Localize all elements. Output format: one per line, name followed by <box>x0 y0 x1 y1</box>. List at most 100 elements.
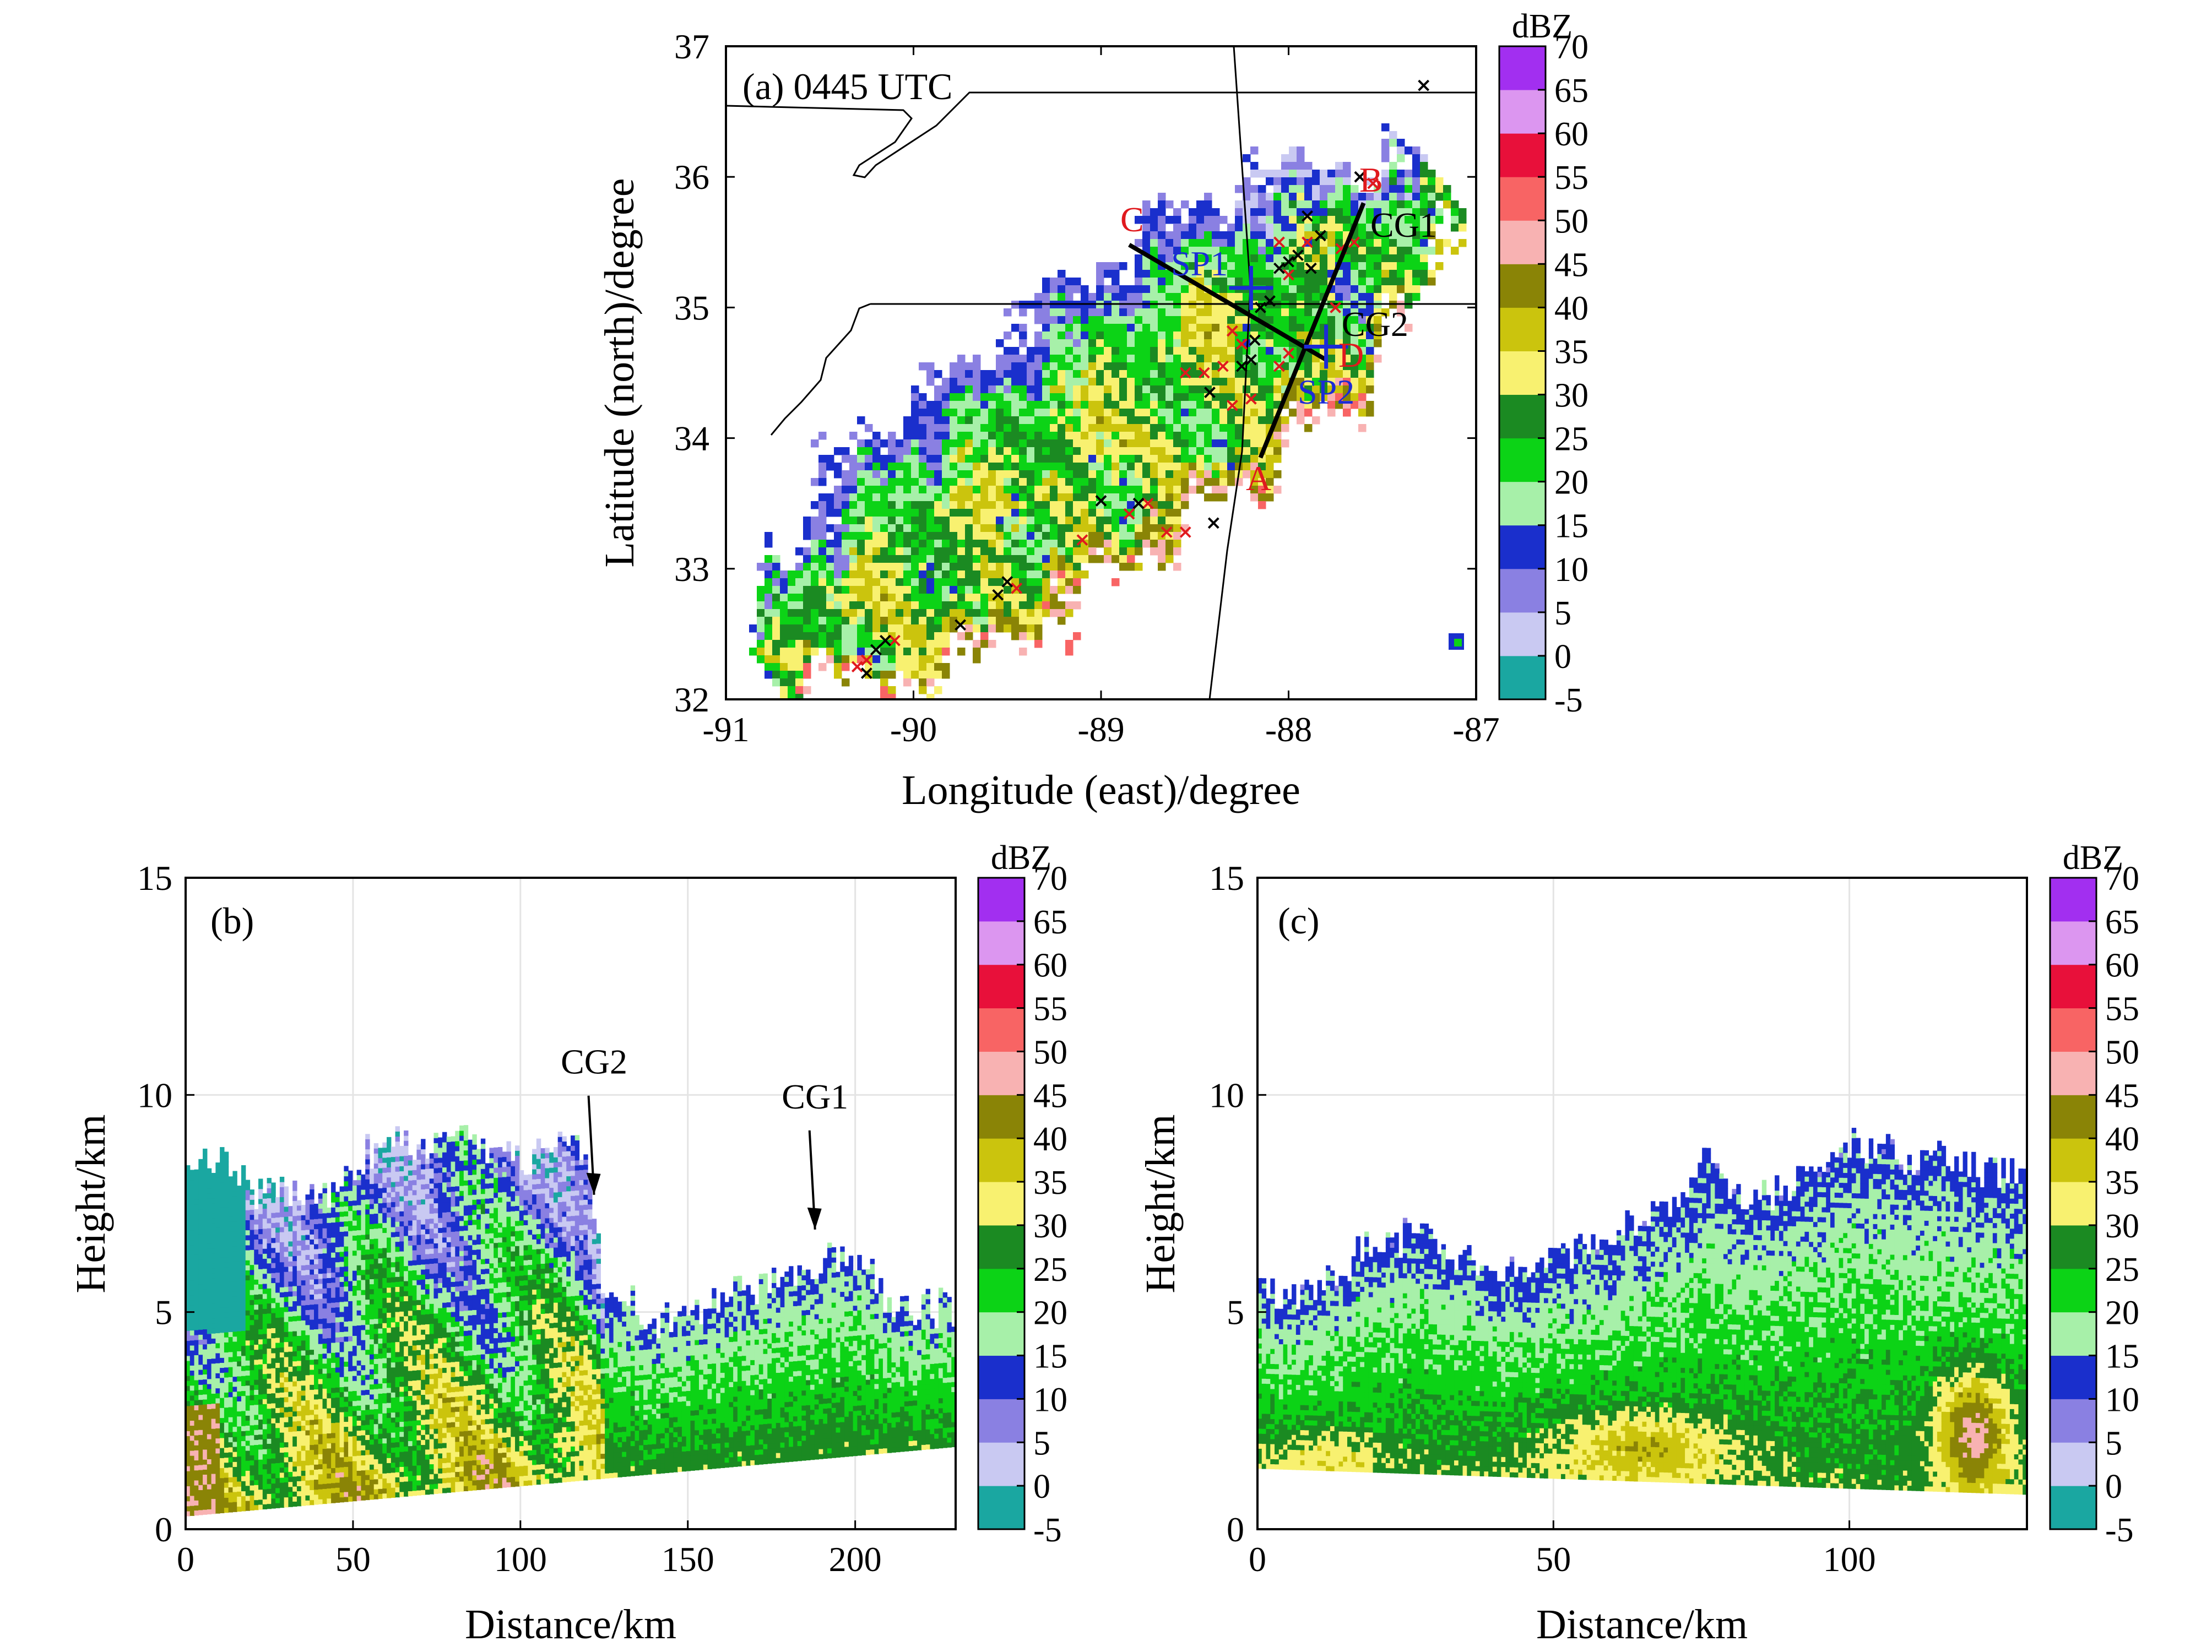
reflectivity-cell <box>224 1276 229 1283</box>
reflectivity-cell <box>1196 409 1205 417</box>
reflectivity-cell <box>258 1459 263 1465</box>
reflectivity-cell <box>1173 278 1181 286</box>
reflectivity-cell <box>224 1342 229 1347</box>
reflectivity-cell <box>1227 439 1235 448</box>
reflectivity-cell <box>275 1352 280 1358</box>
reflectivity-cell <box>258 1484 263 1490</box>
reflectivity-cell <box>1351 193 1359 201</box>
reflectivity-cell <box>980 517 989 525</box>
reflectivity-cell <box>241 1235 246 1241</box>
reflectivity-cell <box>186 1436 191 1442</box>
reflectivity-cell <box>1065 278 1074 286</box>
reflectivity-cell <box>1381 200 1390 209</box>
reflectivity-cell <box>254 1425 259 1430</box>
reflectivity-cell <box>903 586 912 594</box>
reflectivity-cell <box>207 1168 212 1174</box>
reflectivity-cell <box>215 1393 220 1399</box>
reflectivity-cell <box>203 1344 208 1350</box>
reflectivity-cell <box>1173 239 1181 247</box>
reflectivity-cell <box>211 1178 216 1183</box>
reflectivity-cell <box>215 1403 220 1409</box>
reflectivity-cell <box>1158 247 1166 255</box>
reflectivity-cell <box>296 1415 302 1421</box>
reflectivity-cell <box>1135 332 1143 340</box>
reflectivity-cell <box>288 1491 293 1497</box>
reflectivity-cell <box>973 355 981 363</box>
reflectivity-cell <box>207 1273 212 1279</box>
reflectivity-cell <box>1034 640 1043 648</box>
reflectivity-cell <box>254 1504 259 1510</box>
reflectivity-cell <box>788 648 796 656</box>
reflectivity-cell <box>896 486 904 494</box>
reflectivity-cell <box>1227 254 1235 263</box>
reflectivity-cell <box>1397 270 1405 278</box>
reflectivity-cell <box>973 463 981 471</box>
reflectivity-cell <box>262 1404 268 1409</box>
panel-a-label: (a) 0445 UTC <box>742 66 952 107</box>
reflectivity-cell <box>258 1188 263 1194</box>
reflectivity-cell <box>1158 509 1166 517</box>
reflectivity-cell <box>203 1253 208 1259</box>
reflectivity-cell <box>189 1300 195 1306</box>
reflectivity-cell <box>198 1349 203 1355</box>
reflectivity-cell <box>1127 378 1135 386</box>
reflectivity-cell <box>1281 362 1289 371</box>
reflectivity-cell <box>194 1269 199 1275</box>
reflectivity-cell <box>795 601 804 610</box>
reflectivity-cell <box>1088 293 1097 301</box>
reflectivity-cell <box>919 678 927 687</box>
reflectivity-cell <box>980 601 989 610</box>
reflectivity-cell <box>1119 308 1127 317</box>
reflectivity-cell <box>267 1418 272 1424</box>
reflectivity-cell <box>284 1392 289 1398</box>
reflectivity-cell <box>1165 285 1174 294</box>
reflectivity-cell <box>224 1487 229 1493</box>
reflectivity-cell <box>1204 447 1212 455</box>
reflectivity-cell <box>292 1336 297 1341</box>
reflectivity-cell <box>1258 463 1266 471</box>
reflectivity-cell <box>1204 308 1212 317</box>
reflectivity-cell <box>1004 493 1012 502</box>
reflectivity-cell <box>780 671 788 679</box>
reflectivity-cell <box>220 1167 225 1173</box>
reflectivity-cell <box>1142 486 1151 494</box>
reflectivity-cell <box>292 1246 297 1251</box>
reflectivity-cell <box>818 640 827 648</box>
reflectivity-cell <box>1088 439 1097 448</box>
marker-stroke <box>1305 262 1317 274</box>
reflectivity-cell <box>1204 193 1212 201</box>
reflectivity-cell <box>254 1264 259 1270</box>
reflectivity-cell <box>1312 385 1320 394</box>
reflectivity-cell <box>834 655 842 664</box>
reflectivity-cell <box>1273 378 1282 386</box>
reflectivity-cell <box>198 1444 203 1450</box>
reflectivity-cell <box>1173 254 1181 263</box>
marker-stroke <box>1011 582 1023 594</box>
reflectivity-cell <box>834 563 842 571</box>
reflectivity-cell <box>292 1481 297 1487</box>
reflectivity-cell <box>1435 247 1444 255</box>
reflectivity-cell <box>245 1325 251 1331</box>
reflectivity-cell <box>1073 632 1081 640</box>
reflectivity-cell <box>1358 339 1367 347</box>
reflectivity-cell <box>220 1252 225 1258</box>
reflectivity-cell <box>250 1405 254 1411</box>
reflectivity-cell <box>1112 339 1120 347</box>
lightning-markers <box>851 79 1430 679</box>
lightning-marker-red <box>851 661 863 673</box>
reflectivity-cell <box>296 1230 302 1236</box>
reflectivity-cell <box>262 1394 268 1399</box>
reflectivity-cell <box>262 1444 268 1449</box>
reflectivity-cell <box>220 1192 225 1198</box>
reflectivity-cell <box>1196 308 1205 317</box>
reflectivity-cell <box>271 1373 276 1378</box>
reflectivity-cell <box>271 1428 276 1434</box>
reflectivity-cell <box>271 1237 276 1243</box>
reflectivity-cell <box>1212 447 1220 455</box>
reflectivity-cell <box>934 447 942 455</box>
reflectivity-cell <box>926 547 935 556</box>
reflectivity-cell <box>1320 216 1328 224</box>
reflectivity-cell <box>865 478 873 486</box>
reflectivity-cell <box>254 1324 259 1330</box>
reflectivity-cell <box>896 601 904 610</box>
